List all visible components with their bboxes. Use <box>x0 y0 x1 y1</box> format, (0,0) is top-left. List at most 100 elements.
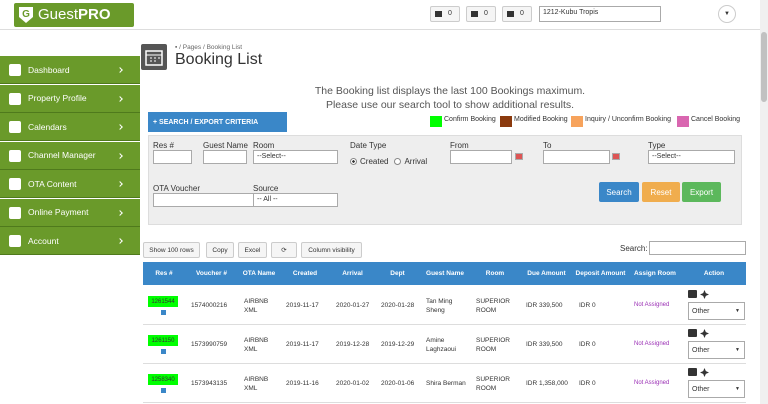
radio[interactable] <box>394 158 402 165</box>
info-line: The Booking list displays the last 100 B… <box>314 85 586 97</box>
table-cell: Tan Ming Sheng <box>426 297 453 314</box>
res-input[interactable] <box>153 150 192 164</box>
table-search[interactable] <box>649 241 746 255</box>
table-cell: 2020-01-06 <box>381 380 415 387</box>
logo-bold: PRO <box>78 6 111 23</box>
sidebar-label: Online Payment <box>28 207 89 217</box>
crumb[interactable]: Pages <box>182 44 202 51</box>
sidebar-item[interactable]: Dashboard <box>0 56 140 84</box>
legend-swatch <box>430 116 442 127</box>
sidebar-label: Dashboard <box>28 64 70 75</box>
action-select[interactable]: Other ▼ <box>688 302 745 320</box>
label: OTA Voucher <box>153 184 200 193</box>
search-toggle[interactable]: + SEARCH / EXPORT CRITERIA <box>148 112 287 132</box>
action-select[interactable]: Other ▼ <box>688 380 745 398</box>
move-icon[interactable] <box>700 368 709 377</box>
table-cell: 1574000216 <box>191 302 228 309</box>
table-cell: IDR 339,500 <box>526 341 563 348</box>
sidebar-item[interactable]: Account <box>0 227 140 255</box>
toolbar-button[interactable]: Excel <box>238 242 267 258</box>
date-icon[interactable] <box>515 153 523 160</box>
print-icon[interactable] <box>688 368 697 376</box>
scroll-thumb[interactable] <box>761 32 767 102</box>
caret: ▼ <box>735 308 740 314</box>
thumb-icon <box>161 349 166 354</box>
sidebar-icon <box>9 235 21 247</box>
colvis-button[interactable]: Column visibility <box>301 242 362 258</box>
user-menu[interactable]: ▼ <box>718 5 736 23</box>
export-button[interactable]: Export <box>682 182 721 202</box>
guest-input[interactable] <box>203 150 247 164</box>
sidebar-item[interactable]: Property Profile <box>0 84 140 113</box>
table-cell: 2020-01-02 <box>336 380 370 387</box>
column-header: Action <box>703 270 725 277</box>
select-value: Other <box>692 346 710 354</box>
sidebar-icon <box>9 64 21 76</box>
sidebar-item[interactable]: OTA Content <box>0 170 140 198</box>
column-header: Deposit Amount <box>575 270 626 277</box>
table-row <box>143 325 746 364</box>
source-select[interactable]: -- All -- <box>253 193 338 207</box>
res-badge[interactable]: 1258340 <box>148 374 178 385</box>
table-cell: IDR 1,358,000 <box>526 380 568 387</box>
column-header: Due Amount <box>527 270 566 277</box>
badge[interactable]: 0 <box>430 6 460 22</box>
move-icon[interactable] <box>700 329 709 338</box>
property-select[interactable]: 1212-Kubu Tropis <box>539 6 661 22</box>
table-cell: SUPERIOR ROOM <box>476 297 510 314</box>
toolbar-button[interactable]: Show 100 rows <box>143 242 200 258</box>
print-icon[interactable] <box>688 290 697 298</box>
table-cell: SUPERIOR ROOM <box>476 336 510 353</box>
logo[interactable] <box>14 3 134 27</box>
toolbar-button[interactable]: Copy <box>206 242 234 258</box>
reset-button[interactable]: Reset <box>642 182 680 202</box>
sidebar-item[interactable]: Calendars <box>0 113 140 141</box>
date-icon[interactable] <box>612 153 620 160</box>
label: Source <box>253 184 279 193</box>
sidebar-label: OTA Content <box>28 178 77 189</box>
room-select[interactable]: --Select-- <box>253 150 338 164</box>
legend-swatch <box>500 116 512 127</box>
sidebar-icon <box>9 149 21 162</box>
sidebar-item[interactable]: Online Payment <box>0 198 140 227</box>
badge-count: 0 <box>448 10 452 17</box>
table-cell: IDR 0 <box>579 380 596 387</box>
print-icon[interactable] <box>688 329 697 337</box>
info: The Booking list displays the last 100 B… <box>290 84 610 112</box>
res-badge[interactable]: 1261150 <box>148 335 178 346</box>
table-cell[interactable]: Not Assigned <box>634 380 670 386</box>
sidebar-item[interactable]: Channel Manager <box>0 141 140 170</box>
column-header: Assign Room <box>634 270 676 277</box>
move-icon[interactable] <box>700 290 709 299</box>
badge[interactable]: 0 <box>466 6 496 22</box>
table-cell: 1573990759 <box>191 341 228 348</box>
chevron <box>117 209 123 216</box>
type-select[interactable]: --Select-- <box>648 150 735 164</box>
refresh-button[interactable]: ⟳ <box>271 242 297 258</box>
table-cell[interactable]: Not Assigned <box>634 341 670 347</box>
label: Res # <box>153 141 174 150</box>
table-cell[interactable]: Not Assigned <box>634 302 670 308</box>
to-input[interactable] <box>543 150 610 164</box>
logo-main: Guest <box>38 6 79 23</box>
chevron <box>117 95 123 102</box>
search-button[interactable]: Search <box>599 182 639 202</box>
badge-count: 0 <box>520 10 524 17</box>
legend-label: Modified Booking <box>514 116 568 123</box>
from-input[interactable] <box>450 150 512 164</box>
search-label: Search: <box>620 244 648 253</box>
sidebar-icon <box>9 206 21 219</box>
chevron <box>117 67 123 73</box>
sidebar-label: Channel Manager <box>28 150 96 160</box>
table-cell: 2019-11-17 <box>286 341 319 348</box>
action-select[interactable]: Other ▼ <box>688 341 745 359</box>
res-badge[interactable]: 1261544 <box>148 296 178 307</box>
table-row <box>143 364 746 403</box>
radio[interactable] <box>350 158 357 165</box>
badge[interactable]: 0 <box>502 6 532 22</box>
table-cell: AIRBNB XML <box>244 336 269 353</box>
radio-label: Arrival <box>404 157 428 166</box>
legend-swatch <box>677 116 689 127</box>
select-value: --Select-- <box>652 153 681 160</box>
